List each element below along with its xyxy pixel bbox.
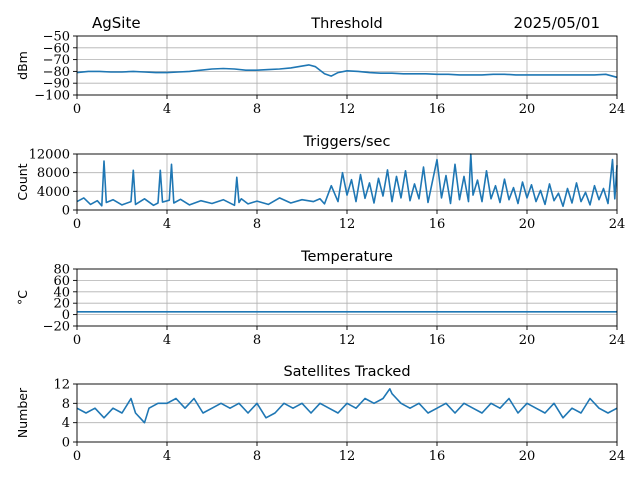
triggers-series-line [76,153,618,208]
triggers-xtick-label-5: 20 [519,217,536,232]
temperature-xtick-label-4: 16 [429,333,446,348]
triggers-xtick-label-0: 0 [73,217,81,232]
satellites-title: Satellites Tracked [283,364,410,380]
threshold-ytick-label-5: −50 [43,30,70,45]
triggers-xtick-label-2: 8 [253,217,261,232]
site-label: AgSite [92,14,141,32]
satellites-ytick-label-1: 4 [62,416,70,431]
temperature-ytick-label-5: 80 [53,263,70,278]
satellites-series-line [76,388,618,424]
threshold-xtick-label-5: 20 [519,102,536,117]
threshold-ytick-label-1: −90 [43,77,70,92]
threshold-ytick-label-3: −70 [43,53,70,68]
satellites-panel: 0 4 8 12 16 20 24 0 4 8 12 Satellites Tracked Number [15,364,625,464]
triggers-panel: 0 4 8 12 16 20 24 0 4000 8000 12000 Triggers/sec Cou… [15,134,625,232]
threshold-xtick-label-0: 0 [73,102,81,117]
threshold-ytick-label-2: −80 [43,65,70,80]
threshold-xtick-label-3: 12 [339,102,356,117]
date-label: 2025/05/01 [514,14,600,32]
satellites-xtick-label-4: 16 [429,449,446,464]
triggers-xtick-label-4: 16 [429,217,446,232]
triggers-title: Triggers/sec [303,134,391,150]
temperature-ytick-label-1: 0 [62,308,70,323]
triggers-xtick-label-1: 4 [163,217,171,232]
satellites-xtick-label-2: 8 [253,449,261,464]
satellites-xtick-label-6: 24 [609,449,626,464]
temperature-ytick-label-3: 40 [53,285,70,300]
triggers-ytick-label-3: 12000 [29,148,70,163]
temperature-xtick-label-6: 24 [609,333,626,348]
threshold-xtick-label-1: 4 [163,102,171,117]
satellites-ytick-label-2: 8 [62,397,70,412]
satellites-xtick-label-1: 4 [163,449,171,464]
threshold-ytick-label-4: −60 [43,41,70,56]
temperature-ytick-label-4: 60 [53,274,70,289]
triggers-ylabel: Count [15,163,30,200]
temperature-ytick-label-2: 20 [53,297,70,312]
triggers-ytick-label-2: 8000 [37,166,70,181]
temperature-ytick-label-0: −20 [43,320,70,335]
threshold-xtick-label-4: 16 [429,102,446,117]
satellites-xtick-label-5: 20 [519,449,536,464]
threshold-xtick-label-6: 24 [609,102,626,117]
temperature-xtick-label-3: 12 [339,333,356,348]
temperature-ylabel: °C [15,290,30,305]
satellites-ytick-label-0: 0 [62,436,70,451]
satellites-ylabel: Number [15,387,30,438]
triggers-xtick-label-3: 12 [339,217,356,232]
temperature-xtick-label-2: 8 [253,333,261,348]
temperature-title: Temperature [300,249,393,265]
triggers-ytick-label-0: 0 [62,204,70,219]
threshold-series-line [76,64,618,79]
satellites-xtick-label-3: 12 [339,449,356,464]
satellites-xtick-label-0: 0 [73,449,81,464]
threshold-panel: 0 4 8 12 16 20 24 −100−90−80−70−60−50 Threshold d… [15,16,625,117]
temperature-xtick-label-0: 0 [73,333,81,348]
temperature-xtick-label-5: 20 [519,333,536,348]
threshold-xtick-label-2: 8 [253,102,261,117]
satellites-ytick-label-3: 12 [53,378,70,393]
triggers-xtick-label-6: 24 [609,217,626,232]
threshold-title: Threshold [310,16,382,32]
triggers-ytick-label-1: 4000 [37,185,70,200]
temperature-xtick-label-1: 4 [163,333,171,348]
threshold-ylabel: dBm [15,51,30,80]
threshold-ytick-label-0: −100 [34,89,70,104]
